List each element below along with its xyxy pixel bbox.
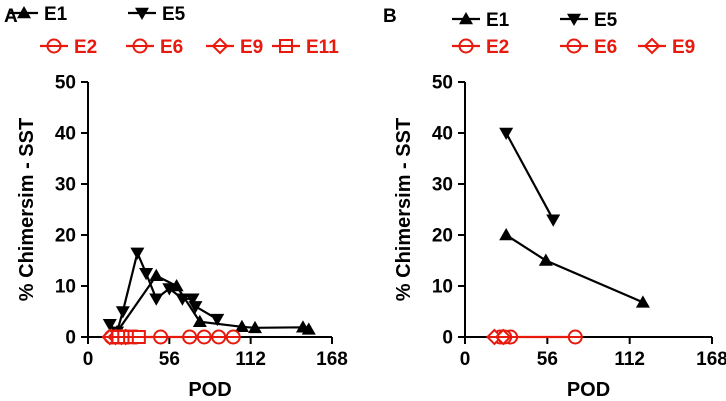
data-point-e1 [499, 228, 514, 241]
data-point-e1 [635, 295, 650, 308]
data-point-e5 [499, 127, 514, 140]
y-tick-label: 20 [432, 226, 453, 247]
x-tick-label: 112 [614, 349, 645, 370]
legend-swatch-marker [135, 7, 149, 20]
legend-swatch-marker [643, 37, 661, 55]
y-tick-label: 10 [55, 277, 76, 298]
x-tick-label: 168 [316, 349, 348, 370]
legend-item-e5: E5 [128, 4, 186, 25]
data-point-e2 [567, 329, 583, 345]
legend-swatch-marker [17, 6, 31, 19]
chart-panel-b: B 0 10 20 30 40 50 0 56 112 168 POD % Chimersim - SS… [383, 6, 726, 401]
series-e9 [485, 328, 512, 346]
legend-swatch-marker [211, 37, 229, 55]
legend-item-e11: E11 [272, 37, 339, 58]
y-tick-label: 50 [432, 73, 453, 94]
legend-item-e6: E6 [126, 37, 183, 58]
y-axis-title: % Chimersim - SST [393, 118, 415, 301]
legend-item-e1: E1 [452, 10, 510, 31]
legend: E1 E5 E2 E6 E9 [452, 10, 695, 58]
data-point-e5 [115, 306, 130, 319]
chart-panel-a: A 0 10 20 30 40 50 0 56 112 168 POD % Chimersim - SS… [4, 4, 348, 401]
y-tick-label: 50 [55, 73, 76, 94]
legend-swatch-marker [566, 38, 582, 54]
legend-label: E5 [162, 4, 186, 25]
series-e1 [499, 228, 650, 308]
legend-label: E5 [594, 10, 618, 31]
x-axis-title: POD [567, 379, 610, 401]
series-line-e1 [116, 274, 310, 333]
legend-label: E1 [44, 4, 68, 25]
legend-label: E6 [594, 37, 617, 58]
data-point-e2 [211, 329, 227, 345]
data-point-e1 [248, 320, 263, 334]
data-point-e5 [188, 301, 203, 314]
legend-swatch-marker [459, 12, 473, 25]
data-point-e2 [153, 329, 169, 345]
data-point-e5 [139, 268, 154, 281]
y-tick-label: 40 [432, 124, 453, 145]
legend-label: E2 [486, 37, 509, 58]
legend-swatch-marker [279, 39, 293, 53]
series-line-e1 [505, 234, 644, 304]
data-point-e5 [546, 214, 561, 227]
legend-label: E2 [74, 37, 97, 58]
legend-label: E9 [240, 37, 263, 58]
legend-item-e5: E5 [560, 10, 618, 31]
x-tick-label: 0 [460, 349, 471, 370]
x-axis-title: POD [188, 379, 231, 401]
x-tick-label: 112 [235, 349, 266, 370]
legend-swatch-marker [458, 38, 474, 54]
x-tick-label: 0 [83, 349, 94, 370]
legend-swatch-marker [46, 38, 62, 54]
legend-swatch-marker [132, 38, 148, 54]
data-point-e1 [301, 322, 316, 335]
data-point-e5 [185, 293, 200, 306]
x-tick-label: 168 [696, 349, 726, 370]
panel-letter: A [4, 6, 18, 27]
data-point-e5 [162, 283, 177, 296]
y-axis-title: % Chimersim - SST [16, 118, 38, 301]
series-line-e5 [505, 132, 555, 221]
data-point-e5 [130, 247, 145, 260]
data-point-e5 [175, 293, 190, 306]
legend-item-e1: E1 [10, 4, 68, 25]
series-e5 [499, 127, 561, 227]
series-e11 [111, 330, 146, 344]
y-tick-label: 10 [432, 277, 453, 298]
data-point-e1 [234, 319, 249, 333]
legend-label: E6 [160, 37, 183, 58]
legend-item-e2: E2 [40, 37, 97, 58]
legend: E1 E5 E2 E6 E9 E11 [10, 4, 339, 58]
data-point-e1 [538, 253, 553, 266]
x-tick-label: 56 [159, 349, 180, 370]
x-tick-label: 56 [537, 349, 558, 370]
legend-label: E11 [306, 37, 339, 58]
y-tick-label: 0 [442, 328, 453, 349]
y-tick-label: 0 [65, 328, 76, 349]
data-point-e9 [494, 328, 512, 346]
legend-item-e9: E9 [638, 37, 695, 58]
panel-letter: B [383, 6, 397, 27]
data-point-e2 [196, 329, 212, 345]
data-point-e11 [131, 330, 146, 344]
data-point-e5 [102, 319, 117, 332]
data-point-e5 [149, 293, 164, 306]
legend-label: E9 [672, 37, 695, 58]
data-point-e2 [225, 329, 241, 345]
data-point-e5 [210, 313, 225, 327]
legend-label: E1 [486, 10, 510, 31]
y-tick-label: 40 [55, 124, 76, 145]
data-point-e1 [192, 314, 207, 327]
legend-item-e2: E2 [452, 37, 509, 58]
data-point-e2 [182, 329, 198, 345]
y-tick-label: 30 [432, 175, 453, 196]
y-tick-label: 30 [55, 175, 76, 196]
legend-item-e6: E6 [560, 37, 617, 58]
legend-swatch-marker [567, 13, 581, 26]
legend-item-e9: E9 [206, 37, 263, 58]
data-point-e1 [149, 268, 164, 282]
y-tick-label: 20 [55, 226, 76, 247]
